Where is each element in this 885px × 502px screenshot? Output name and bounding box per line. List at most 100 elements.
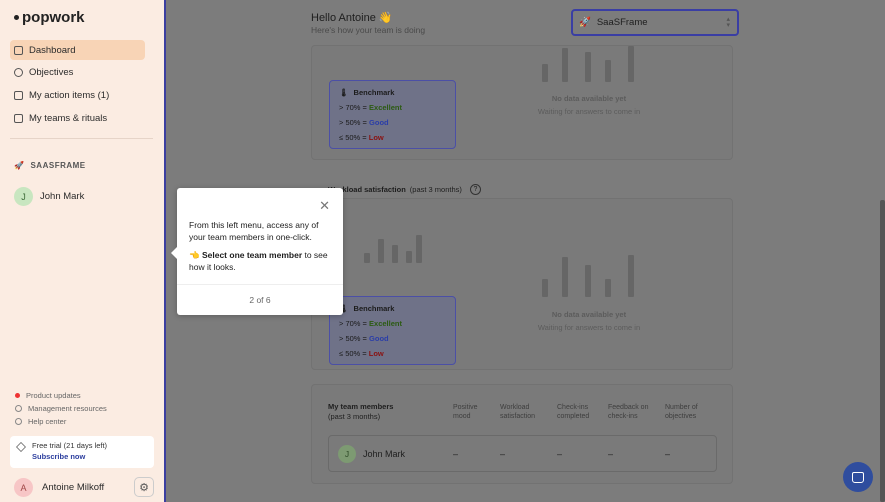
main-content: Hello Antoine 👋 Here's how your team is … <box>168 0 885 502</box>
workload-title: Workload satisfaction (past 3 months) ? <box>328 184 481 195</box>
greeting-subtitle: Here's how your team is doing <box>311 25 426 35</box>
subscribe-now-link[interactable]: Subscribe now <box>32 452 86 461</box>
rocket-icon: 🚀 <box>14 161 25 170</box>
user-avatar: A <box>14 478 33 497</box>
table-cell: – <box>453 449 459 459</box>
avatar: J <box>338 444 356 463</box>
benchmark-row: > 50% = Good <box>339 334 389 343</box>
pointing-hand-icon: 👈 <box>189 250 200 260</box>
sidebar: popwork Dashboard Objectives My action i… <box>0 0 166 502</box>
management-resources-link[interactable]: Management resources <box>15 404 107 413</box>
tooltip-step-indicator: 2 of 6 <box>177 284 343 315</box>
team-select-value: SaaSFrame <box>596 17 648 28</box>
close-icon[interactable]: ✕ <box>319 198 330 213</box>
rocket-icon: 🚀 <box>579 17 591 28</box>
tooltip-body: From this left menu, access any of your … <box>189 219 334 279</box>
team-members-title: My team members (past 3 months) <box>328 402 394 421</box>
placeholder-bar <box>628 255 634 297</box>
settings-button[interactable]: ⚙ <box>134 477 154 497</box>
team-select[interactable]: 🚀 SaaSFrame ▴ ▾ <box>571 9 739 36</box>
nav-label: Dashboard <box>29 44 76 56</box>
nav-item-action-items[interactable]: My action items (1) <box>10 85 145 105</box>
gear-icon: ⚙ <box>139 481 149 494</box>
table-cell: – <box>500 449 506 459</box>
mood-card: 🌡 Benchmark > 70% = Excellent > 50% = Goo… <box>311 45 733 160</box>
app-logo[interactable]: popwork <box>14 9 85 26</box>
table-row[interactable]: J John Mark <box>328 435 717 472</box>
benchmark-title: 🌡 Benchmark <box>339 88 455 97</box>
link-label: Management resources <box>28 404 107 413</box>
nav-item-dashboard[interactable]: Dashboard <box>10 40 145 60</box>
question-icon[interactable]: ? <box>469 184 481 195</box>
column-header: Check-ins completed <box>557 404 590 420</box>
layers-icon <box>16 442 26 452</box>
benchmark-title-text: Benchmark <box>353 88 395 97</box>
chat-icon <box>852 471 864 483</box>
benchmark-box: 🌡 Benchmark > 70% = Excellent > 50% = Goo… <box>329 296 456 365</box>
sidebar-divider <box>10 138 153 139</box>
placeholder-bar <box>562 257 568 297</box>
free-trial-box: Free trial (21 days left) Subscribe now <box>10 436 154 468</box>
placeholder-bar <box>392 245 398 263</box>
notification-dot-icon <box>15 393 20 398</box>
team-section-title: 🚀 SAASFRAME <box>14 161 86 170</box>
placeholder-bar <box>416 235 422 263</box>
target-icon <box>14 67 23 77</box>
sidebar-member-john-mark[interactable]: J John Mark <box>14 187 84 206</box>
scrollbar[interactable] <box>880 200 885 502</box>
no-data-title: No data available yet <box>551 94 627 103</box>
benchmark-row: ≤ 50% = Low <box>339 349 384 358</box>
nav-item-objectives[interactable]: Objectives <box>10 62 145 82</box>
table-cell: – <box>665 449 671 459</box>
current-user[interactable]: A Antoine Milkoff <box>14 478 104 497</box>
no-data-subtitle: Waiting for answers to come in <box>537 323 641 332</box>
user-name: Antoine Milkoff <box>42 482 105 493</box>
placeholder-bar <box>364 253 370 263</box>
table-cell: – <box>608 449 614 459</box>
no-data-subtitle: Waiting for answers to come in <box>537 107 641 116</box>
tooltip-text: From this left menu, access any of your … <box>189 220 319 242</box>
placeholder-bar <box>585 265 591 297</box>
placeholder-bar <box>585 52 591 82</box>
tooltip-instruction: 👈 Select one team member to see how it l… <box>189 250 328 272</box>
column-header: Feedback on check-ins <box>608 404 649 420</box>
team-section-label: SAASFRAME <box>30 161 86 170</box>
calendar-icon <box>14 113 23 123</box>
benchmark-box: 🌡 Benchmark > 70% = Excellent > 50% = Goo… <box>329 80 456 149</box>
placeholder-bar <box>542 64 548 82</box>
column-header: Positive mood <box>453 404 478 420</box>
checkbox-icon <box>14 90 23 100</box>
trial-text: Free trial (21 days left) <box>32 441 108 450</box>
tooltip-arrow <box>171 247 177 259</box>
help-icon <box>15 418 22 425</box>
dashboard-icon <box>14 45 23 55</box>
table-cell: – <box>557 449 563 459</box>
logo-text: popwork <box>22 9 85 26</box>
team-members-card <box>311 384 733 484</box>
graduation-cap-icon <box>15 405 22 412</box>
greeting-title: Hello Antoine 👋 <box>311 12 393 24</box>
thermometer-icon: 🌡 <box>339 304 349 313</box>
chat-button[interactable] <box>843 462 873 492</box>
link-label: Product updates <box>26 391 81 400</box>
avatar: J <box>14 187 33 206</box>
nav-label: My teams & rituals <box>29 112 108 124</box>
nav-item-teams-rituals[interactable]: My teams & rituals <box>10 108 145 128</box>
placeholder-bar <box>628 46 634 82</box>
placeholder-bar <box>562 48 568 82</box>
member-name: John Mark <box>40 191 85 202</box>
benchmark-row: > 50% = Good <box>339 118 389 127</box>
workload-card: 🌡 Benchmark > 70% = Excellent > 50% = Goo… <box>311 198 733 370</box>
logo-dot-icon <box>14 15 19 20</box>
member-name: John Mark <box>363 448 406 459</box>
chevron-up-down-icon: ▴ ▾ <box>726 16 730 29</box>
help-center-link[interactable]: Help center <box>15 417 66 426</box>
benchmark-title: 🌡 Benchmark <box>339 304 455 313</box>
placeholder-bar <box>605 279 611 297</box>
nav-label: Objectives <box>29 66 74 78</box>
placeholder-bar <box>605 60 611 82</box>
benchmark-row: > 70% = Excellent <box>339 103 402 112</box>
nav-label: My action items (1) <box>29 89 110 101</box>
product-updates-link[interactable]: Product updates <box>15 391 81 400</box>
link-label: Help center <box>28 417 67 426</box>
